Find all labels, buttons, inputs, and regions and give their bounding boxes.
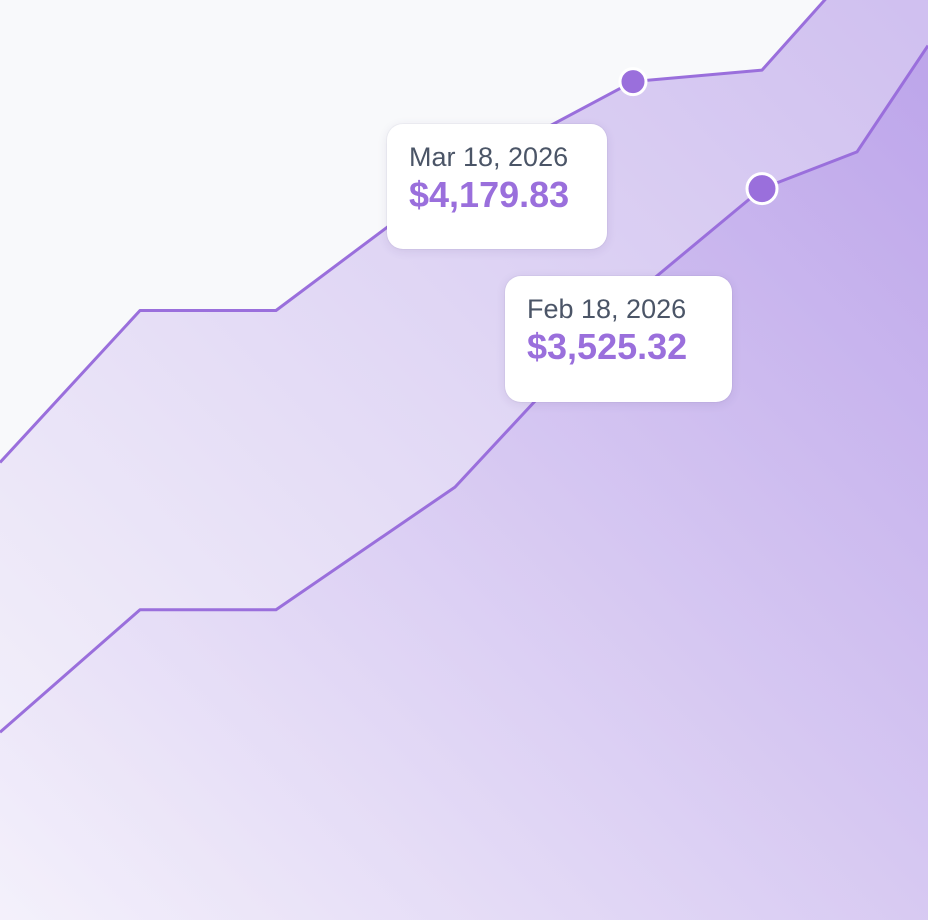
series-1-highlight-point[interactable] [618, 67, 648, 97]
tooltip-upper-series: Mar 18, 2026 $4,179.83 [387, 124, 607, 249]
tooltip-date: Feb 18, 2026 [527, 294, 687, 324]
tooltip-value: $4,179.83 [409, 174, 570, 215]
tooltip-lower-series: Feb 18, 2026 $3,525.32 [505, 276, 732, 402]
series-2-highlight-point[interactable] [745, 172, 779, 206]
series-markers [618, 67, 779, 206]
tooltip-date: Mar 18, 2026 [409, 142, 569, 172]
tooltip-value: $3,525.32 [527, 326, 688, 367]
series-2-area [0, 45, 928, 920]
